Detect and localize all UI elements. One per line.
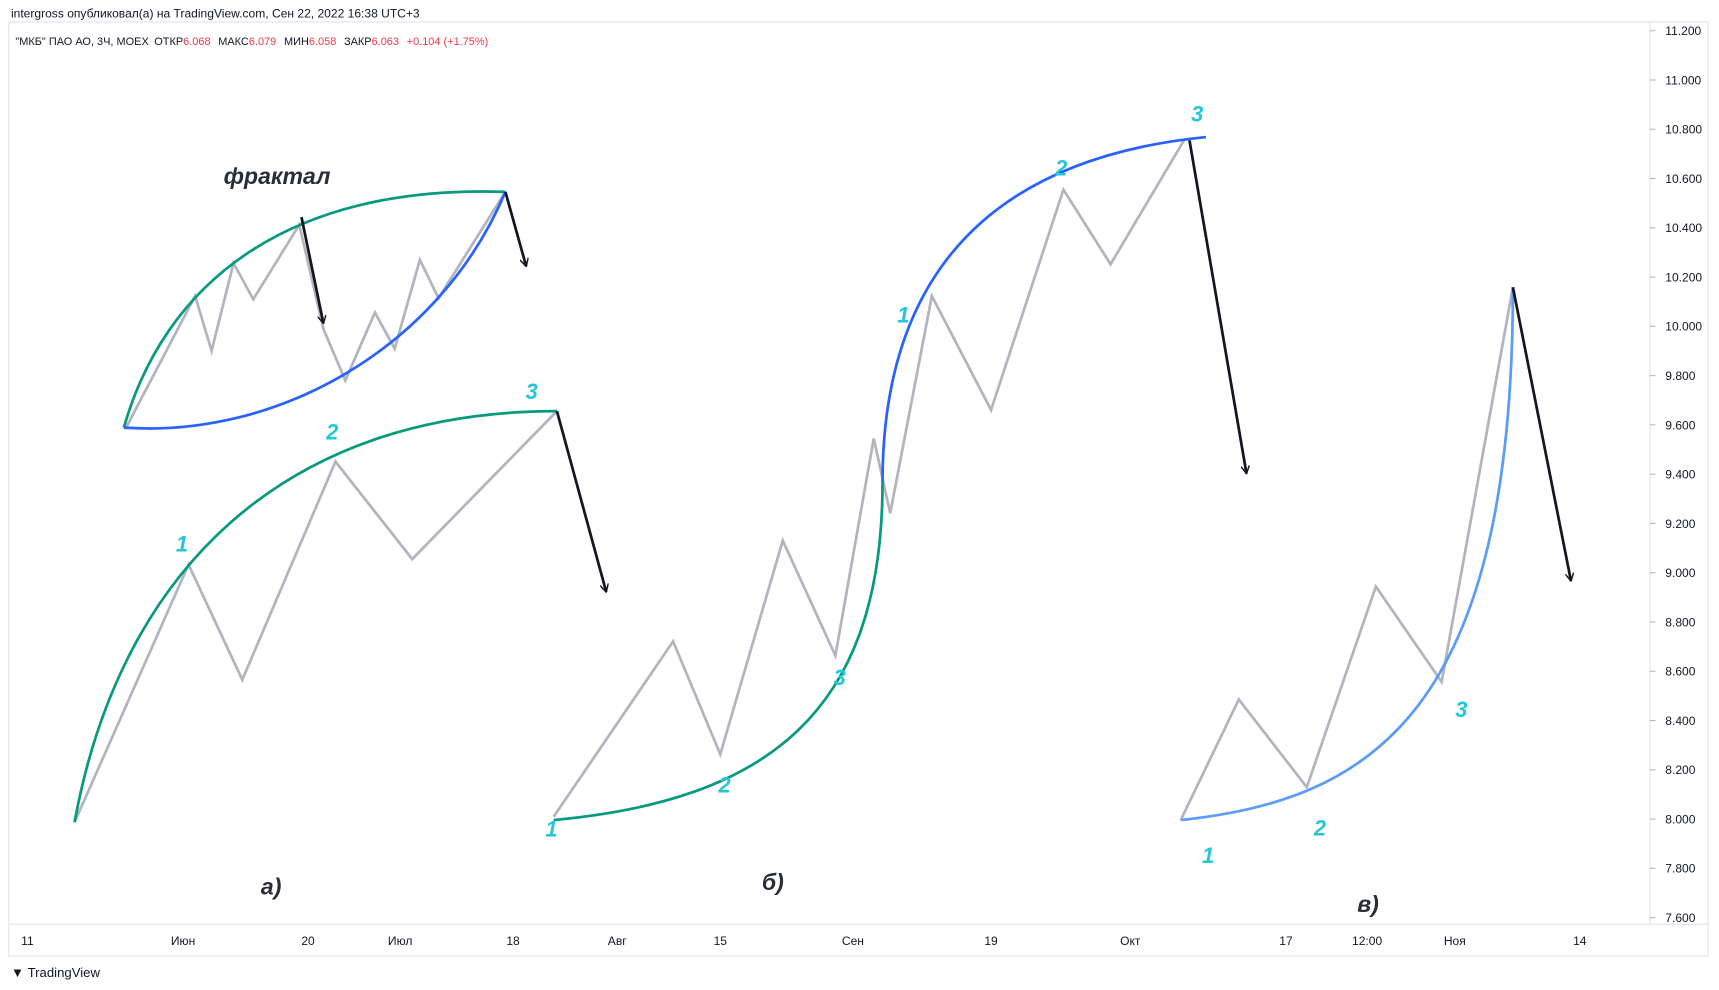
price-path <box>124 191 507 429</box>
x-tick-label: Окт <box>1120 934 1141 948</box>
wave-label: 3 <box>1191 102 1203 127</box>
wave-label: 3 <box>1455 697 1467 722</box>
arrow <box>504 191 526 267</box>
annotation: фрактал <box>224 163 331 189</box>
x-tick-label: 15 <box>714 934 728 948</box>
wave-label: 2 <box>1054 155 1067 180</box>
symbol: "МКБ" ПАО АО, 3Ч, MOEX <box>15 36 149 48</box>
arc <box>73 409 557 823</box>
change: +0.104 (+1.75%) <box>407 36 489 48</box>
annotation: а) <box>261 874 281 900</box>
y-tick-label: 8.000 <box>1665 812 1695 826</box>
y-tick-label: 10.000 <box>1665 320 1702 334</box>
price-path <box>73 410 558 823</box>
y-tick-label: 10.800 <box>1665 123 1702 137</box>
open: 6.068 <box>183 36 210 48</box>
x-tick-label: 11 <box>21 934 34 948</box>
x-tick-label: 20 <box>301 934 315 948</box>
price-path <box>552 139 1186 818</box>
y-tick-label: 7.800 <box>1665 862 1695 876</box>
y-tick-label: 10.400 <box>1665 221 1702 235</box>
price-path <box>1179 287 1515 821</box>
arc <box>1180 287 1515 822</box>
high-label: МАКС <box>218 36 249 48</box>
y-tick-label: 8.800 <box>1665 615 1695 629</box>
close: 6.063 <box>372 36 399 48</box>
low: 6.058 <box>309 36 336 48</box>
arc <box>122 190 506 428</box>
y-tick-label: 8.200 <box>1665 763 1695 777</box>
x-tick-label: 19 <box>984 934 998 948</box>
arrow <box>555 410 606 592</box>
y-tick-label: 10.600 <box>1665 172 1702 186</box>
x-tick-label: Ноя <box>1444 934 1466 948</box>
wave-label: 1 <box>897 302 909 327</box>
y-tick-label: 10.200 <box>1665 270 1702 284</box>
arc <box>881 135 1207 483</box>
annotation: в) <box>1357 891 1379 917</box>
x-tick-label: 18 <box>506 934 520 948</box>
wave-label: 2 <box>1313 815 1326 840</box>
x-tick-label: Сен <box>842 934 864 948</box>
footer: ▼ TradingView <box>11 965 100 980</box>
y-tick-label: 11.000 <box>1665 73 1701 87</box>
arrow <box>1188 140 1246 473</box>
wave-label: 2 <box>325 420 338 445</box>
wave-label: 2 <box>718 773 731 798</box>
y-tick-label: 9.800 <box>1665 369 1695 383</box>
wave-label: 1 <box>545 816 557 841</box>
y-tick-label: 9.400 <box>1665 468 1695 482</box>
chart-frame <box>8 21 1709 957</box>
wave-label: 1 <box>176 531 188 556</box>
y-tick-label: 8.400 <box>1665 714 1695 728</box>
x-tick-label: 17 <box>1279 934 1293 948</box>
x-tick-label: 12:00 <box>1352 934 1382 948</box>
footer-text: TradingView <box>28 965 101 980</box>
close-label: ЗАКР <box>344 36 372 48</box>
low-label: МИН <box>284 36 309 48</box>
y-tick-label: 9.200 <box>1665 517 1695 531</box>
x-tick-label: 14 <box>1573 934 1587 948</box>
arc <box>123 191 507 430</box>
y-tick-label: 8.600 <box>1665 665 1695 679</box>
wave-label: 3 <box>834 665 846 690</box>
arrow <box>300 216 323 323</box>
arrow <box>1511 286 1571 581</box>
wave-label: 3 <box>526 379 538 404</box>
high: 6.079 <box>249 36 276 48</box>
arc <box>553 482 884 822</box>
wave-label: 1 <box>1202 843 1214 868</box>
y-tick-label: 7.600 <box>1665 911 1695 925</box>
x-tick-label: Июн <box>171 934 195 948</box>
y-tick-label: 9.600 <box>1665 418 1695 432</box>
y-tick-label: 9.000 <box>1665 566 1695 580</box>
symbol-line: "МКБ" ПАО АО, 3Ч, MOEX ОТКР6.068 МАКС6.079… <box>15 36 488 48</box>
open-label: ОТКР <box>154 36 183 48</box>
y-tick-label: 11.200 <box>1665 24 1701 38</box>
annotation: б) <box>762 869 784 895</box>
x-tick-label: Авг <box>608 934 627 948</box>
x-tick-label: Июл <box>388 934 412 948</box>
author-line: intergross опубликовал(а) на TradingView… <box>11 7 420 21</box>
